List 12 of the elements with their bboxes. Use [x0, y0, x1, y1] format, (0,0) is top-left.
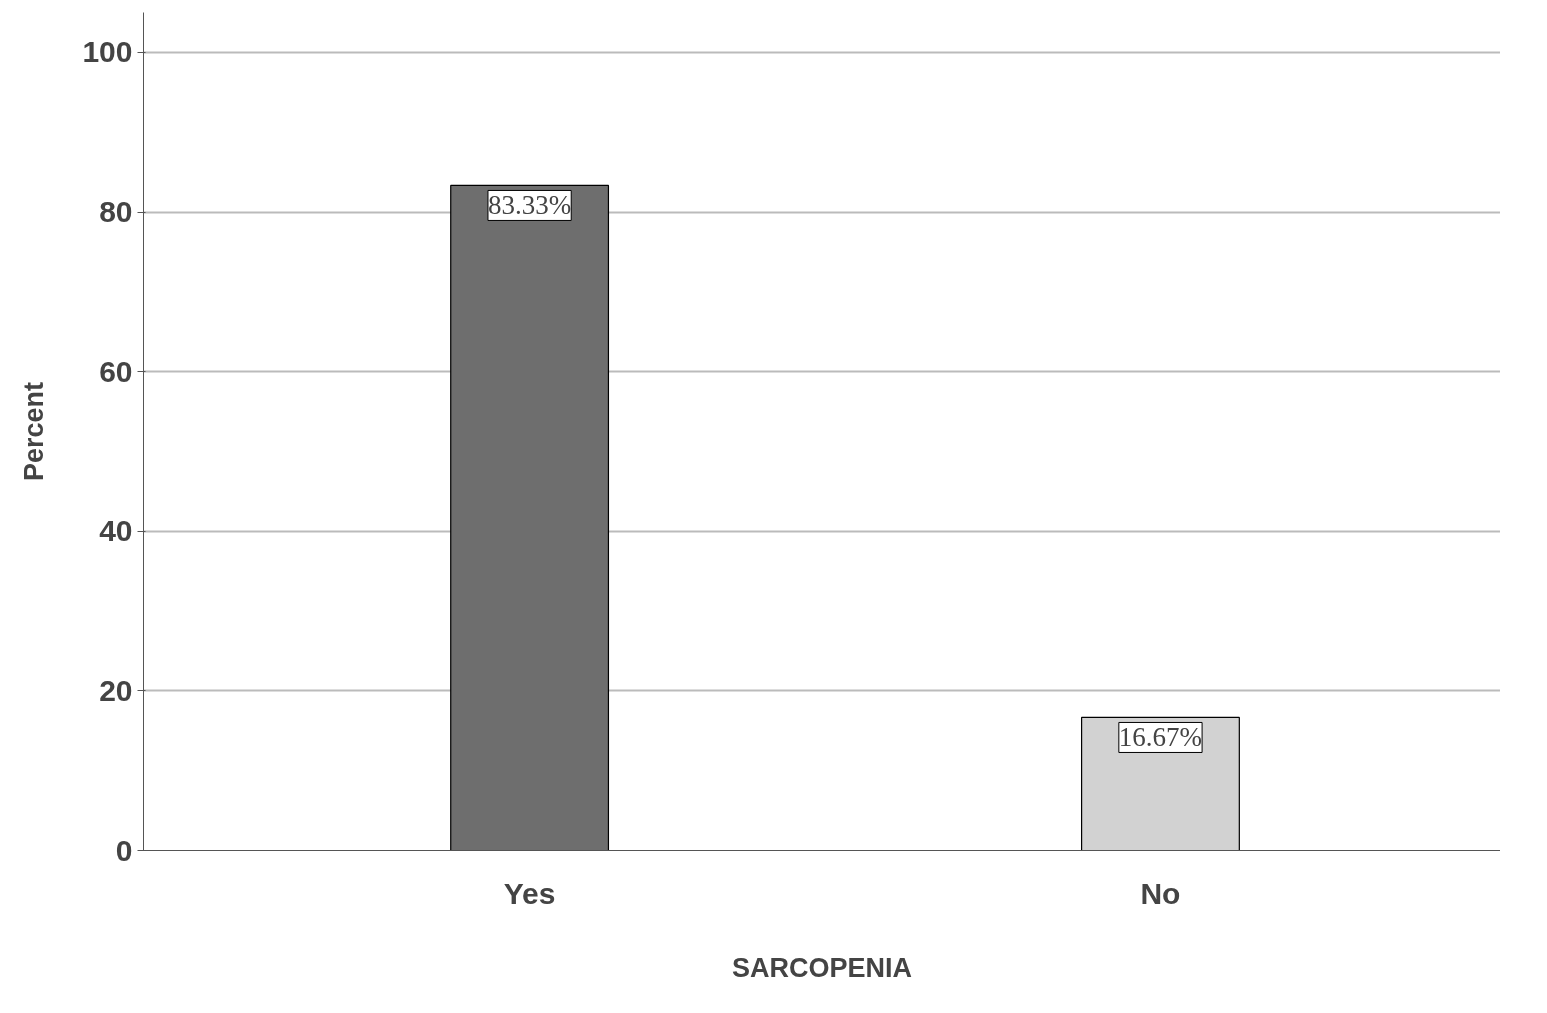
y-tick-label: 0: [115, 833, 133, 867]
x-tick-label: Yes: [503, 876, 556, 910]
y-tick-label: 40: [99, 514, 133, 548]
y-tick-label: 100: [82, 35, 133, 69]
y-tick-label: 20: [99, 673, 133, 707]
x-axis-title: SARCOPENIA: [731, 952, 913, 983]
data-label: 83.33%: [487, 190, 572, 221]
y-tick-label: 80: [99, 195, 133, 229]
data-label: 16.67%: [1118, 722, 1203, 753]
y-axis-title: Percent: [19, 381, 50, 482]
y-tick-label: 60: [99, 354, 133, 388]
x-tick-label: No: [1140, 876, 1181, 910]
